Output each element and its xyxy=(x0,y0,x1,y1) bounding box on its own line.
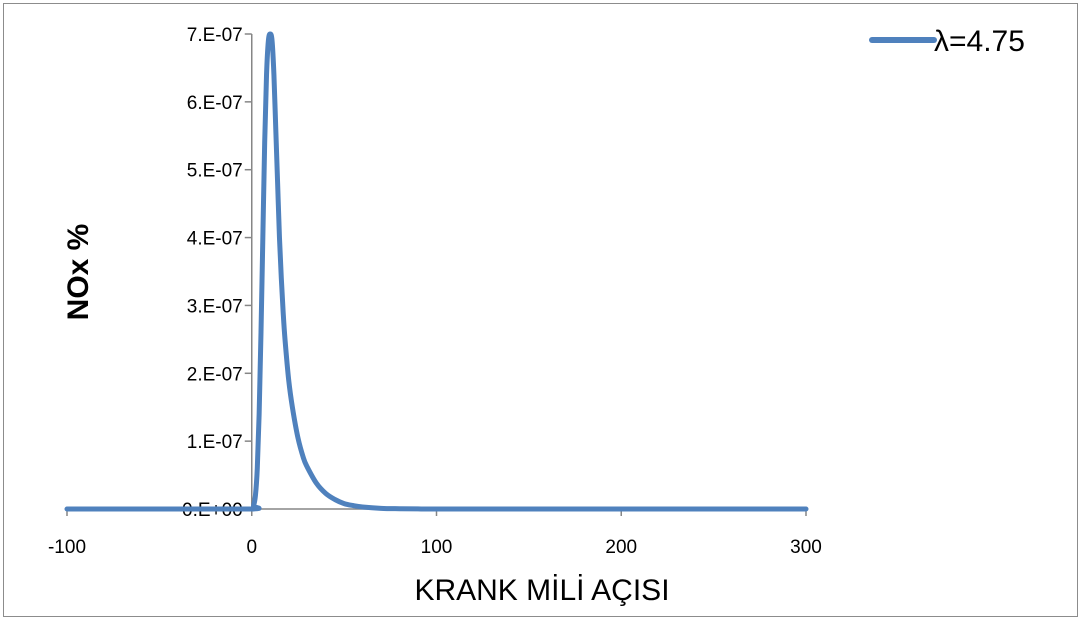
legend: λ=4.75 xyxy=(869,25,1025,58)
y-tick-label: 5.E-07 xyxy=(187,161,243,182)
x-tick-label: -100 xyxy=(48,537,86,558)
legend-label: λ=4.75 xyxy=(934,25,1025,58)
y-tick-label: 4.E-07 xyxy=(187,229,243,250)
x-tick-label: 200 xyxy=(605,537,637,558)
y-axis-title: NOx % xyxy=(62,224,95,321)
x-tick-label: 0 xyxy=(246,537,257,558)
y-axis: 0.E+001.E-072.E-073.E-074.E-075.E-076.E-… xyxy=(182,25,253,521)
x-axis: -100 0 100 200 300 xyxy=(48,508,822,558)
y-tick-label: 3.E-07 xyxy=(187,296,243,317)
y-tick-label: 1.E-07 xyxy=(187,432,243,453)
chart-frame xyxy=(3,3,1078,617)
y-tick-label: 7.E-07 xyxy=(187,25,243,46)
x-tick-label: 100 xyxy=(421,537,453,558)
y-tick-label: 6.E-07 xyxy=(187,93,243,114)
x-tick-label: 300 xyxy=(790,537,822,558)
y-tick-label: 2.E-07 xyxy=(187,364,243,385)
plot-area xyxy=(64,31,809,512)
series-line xyxy=(64,31,809,512)
x-axis-title: KRANK MİLİ AÇISI xyxy=(414,574,669,607)
